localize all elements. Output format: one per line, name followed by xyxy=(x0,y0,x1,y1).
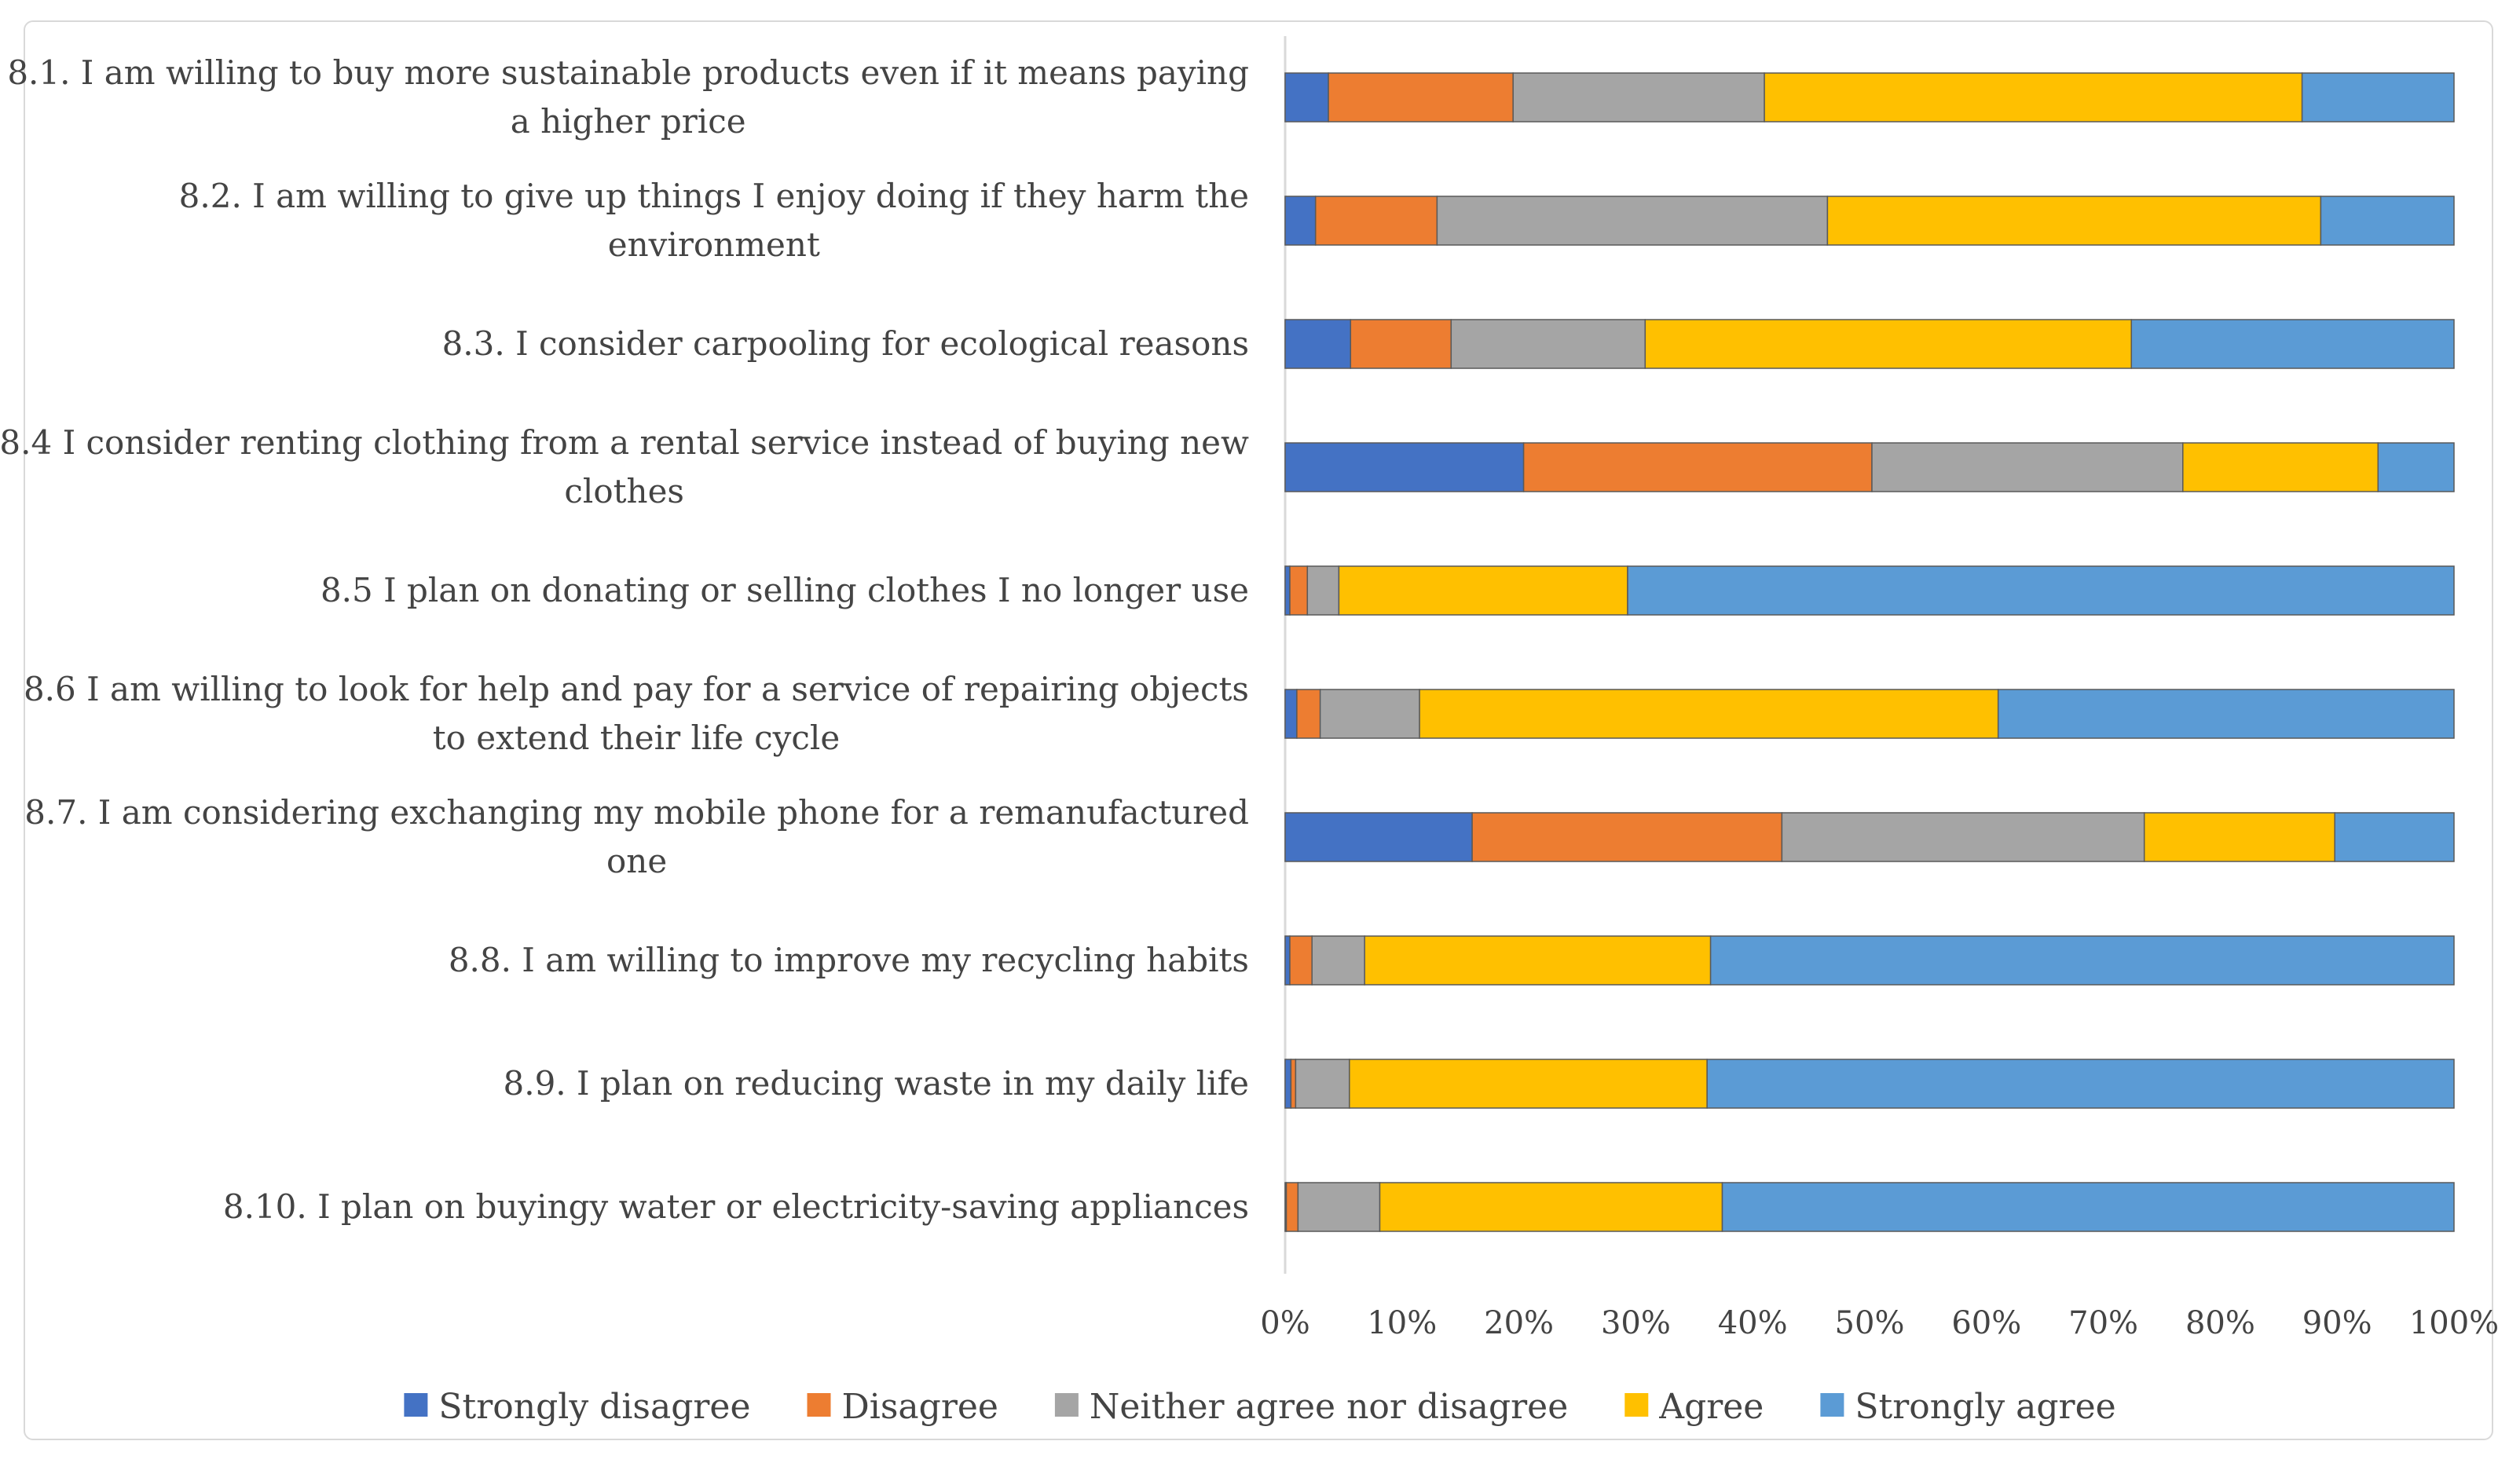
x-tick-labels: 0% 10% 20% 30% 40% 50% 60% 70% 80% 90% 100% xyxy=(1260,1305,2499,1341)
x-tick-label: 30% xyxy=(1601,1305,1671,1341)
legend-label: Disagree xyxy=(842,1387,998,1427)
legend-item: Agree xyxy=(1624,1387,1764,1427)
legend-label: Agree xyxy=(1658,1387,1764,1427)
bar-segment-strongly-disagree xyxy=(1284,935,1291,986)
bar-segment-neither-agree-nor-disagree xyxy=(1306,565,1340,616)
bar-segment-agree xyxy=(1364,935,1712,986)
x-tick-label: 100% xyxy=(2409,1305,2499,1341)
bar-segment-neither-agree-nor-disagree xyxy=(1781,812,2145,862)
bar-segment-neither-agree-nor-disagree xyxy=(1512,72,1765,123)
legend-swatch xyxy=(1054,1393,1079,1417)
bar-segment-strongly-disagree xyxy=(1284,812,1473,862)
bar-segment-disagree xyxy=(1296,689,1321,739)
bar-segment-strongly-agree xyxy=(2130,319,2455,369)
bar-segment-strongly-disagree xyxy=(1284,1059,1292,1109)
bar-segment-neither-agree-nor-disagree xyxy=(1871,442,2184,492)
category-label-line: one xyxy=(606,842,667,880)
bar-segments xyxy=(1284,72,2455,1232)
x-tick-label: 80% xyxy=(2185,1305,2255,1341)
x-tick-label: 70% xyxy=(2068,1305,2138,1341)
bar-segment-agree xyxy=(2143,812,2335,862)
legend-item: Disagree xyxy=(807,1387,998,1427)
legend-label: Strongly agree xyxy=(1855,1387,2115,1427)
bar-segment-strongly-disagree xyxy=(1284,196,1317,246)
bar-segment-disagree xyxy=(1285,1182,1299,1232)
category-label-line: 8.6 I am willing to look for help and pa… xyxy=(24,670,1249,708)
category-label-line: a higher price xyxy=(511,102,746,141)
legend: Strongly disagree Disagree Neither agree n… xyxy=(404,1387,2116,1427)
bar-segment-strongly-disagree xyxy=(1284,319,1352,369)
bar-segment-agree xyxy=(1338,565,1628,616)
x-tick-label: 40% xyxy=(1718,1305,1788,1341)
category-label-line: 8.10. I plan on buyingy water or electri… xyxy=(223,1187,1249,1226)
bar-segment-neither-agree-nor-disagree xyxy=(1295,1059,1350,1109)
x-tick-label: 90% xyxy=(2302,1305,2372,1341)
category-label-line: 8.2. I am willing to give up things I en… xyxy=(179,177,1249,215)
legend-swatch xyxy=(807,1393,831,1417)
bar-segment-agree xyxy=(1349,1059,1708,1109)
category-label-line: 8.1. I am willing to buy more sustainabl… xyxy=(7,53,1249,92)
bar-segment-strongly-disagree xyxy=(1284,72,1329,123)
bar-segment-disagree xyxy=(1290,1059,1297,1109)
category-label-line: clothes xyxy=(564,472,684,510)
bar-segment-neither-agree-nor-disagree xyxy=(1311,935,1365,986)
legend-item: Strongly disagree xyxy=(404,1387,751,1427)
bar-segment-neither-agree-nor-disagree xyxy=(1436,196,1829,246)
bar-segment-agree xyxy=(1379,1182,1723,1232)
category-label-line: 8.9. I plan on reducing waste in my dail… xyxy=(504,1064,1250,1103)
bar-segment-agree xyxy=(1419,689,1999,739)
bar-segment-strongly-agree xyxy=(1627,565,2455,616)
bar-segment-strongly-agree xyxy=(1709,935,2455,986)
bar-segment-strongly-agree xyxy=(1997,689,2455,739)
bar-segment-agree xyxy=(2182,442,2379,492)
category-label-line: 8.5 I plan on donating or selling clothe… xyxy=(320,571,1249,609)
category-label-line: environment xyxy=(608,225,820,264)
category-label-line: to extend their life cycle xyxy=(433,719,840,757)
legend-label: Strongly disagree xyxy=(438,1387,750,1427)
category-label-line: 8.8. I am willing to improve my recyclin… xyxy=(449,941,1249,979)
bar-segment-neither-agree-nor-disagree xyxy=(1319,689,1420,739)
bar-segment-disagree xyxy=(1314,196,1438,246)
bar-segment-agree xyxy=(1644,319,2133,369)
x-tick-label: 60% xyxy=(1951,1305,2021,1341)
bar-segment-strongly-agree xyxy=(2320,196,2455,246)
bar-segment-strongly-disagree xyxy=(1284,565,1291,616)
x-tick-label: 0% xyxy=(1260,1305,1309,1341)
bar-segment-disagree xyxy=(1328,72,1514,123)
bar-segment-strongly-disagree xyxy=(1284,689,1298,739)
legend-swatch xyxy=(1624,1393,1649,1417)
category-label-line: 8.3. I consider carpooling for ecologica… xyxy=(442,324,1249,363)
category-label-line: 8.4 I consider renting clothing from a r… xyxy=(0,423,1249,462)
bar-segment-disagree xyxy=(1289,935,1313,986)
legend-label: Neither agree nor disagree xyxy=(1090,1387,1568,1427)
bar-segment-agree xyxy=(1764,72,2303,123)
bar-segment-disagree xyxy=(1471,812,1783,862)
category-label-line: 8.7. I am considering exchanging my mobi… xyxy=(24,793,1249,832)
x-tick-label: 10% xyxy=(1367,1305,1437,1341)
category-labels: 8.1. I am willing to buy more sustainabl… xyxy=(0,53,1249,1226)
x-tick-label: 20% xyxy=(1484,1305,1554,1341)
bar-segment-disagree xyxy=(1350,319,1452,369)
bar-segment-strongly-agree xyxy=(2334,812,2455,862)
legend-swatch xyxy=(1820,1393,1844,1417)
bar-segment-disagree xyxy=(1289,565,1309,616)
legend-item: Neither agree nor disagree xyxy=(1054,1387,1568,1427)
legend-item: Strongly agree xyxy=(1820,1387,2116,1427)
bar-segment-strongly-agree xyxy=(1721,1182,2455,1232)
bar-segment-strongly-disagree xyxy=(1284,442,1525,492)
bar-segment-neither-agree-nor-disagree xyxy=(1297,1182,1381,1232)
bar-segment-disagree xyxy=(1522,442,1873,492)
bar-segment-strongly-agree xyxy=(2301,72,2455,123)
bar-segment-agree xyxy=(1826,196,2322,246)
bar-segment-strongly-agree xyxy=(2377,442,2455,492)
bar-segment-neither-agree-nor-disagree xyxy=(1450,319,1646,369)
bar-segment-strongly-agree xyxy=(1706,1059,2455,1109)
legend-swatch xyxy=(404,1393,428,1417)
x-tick-label: 50% xyxy=(1835,1305,1905,1341)
